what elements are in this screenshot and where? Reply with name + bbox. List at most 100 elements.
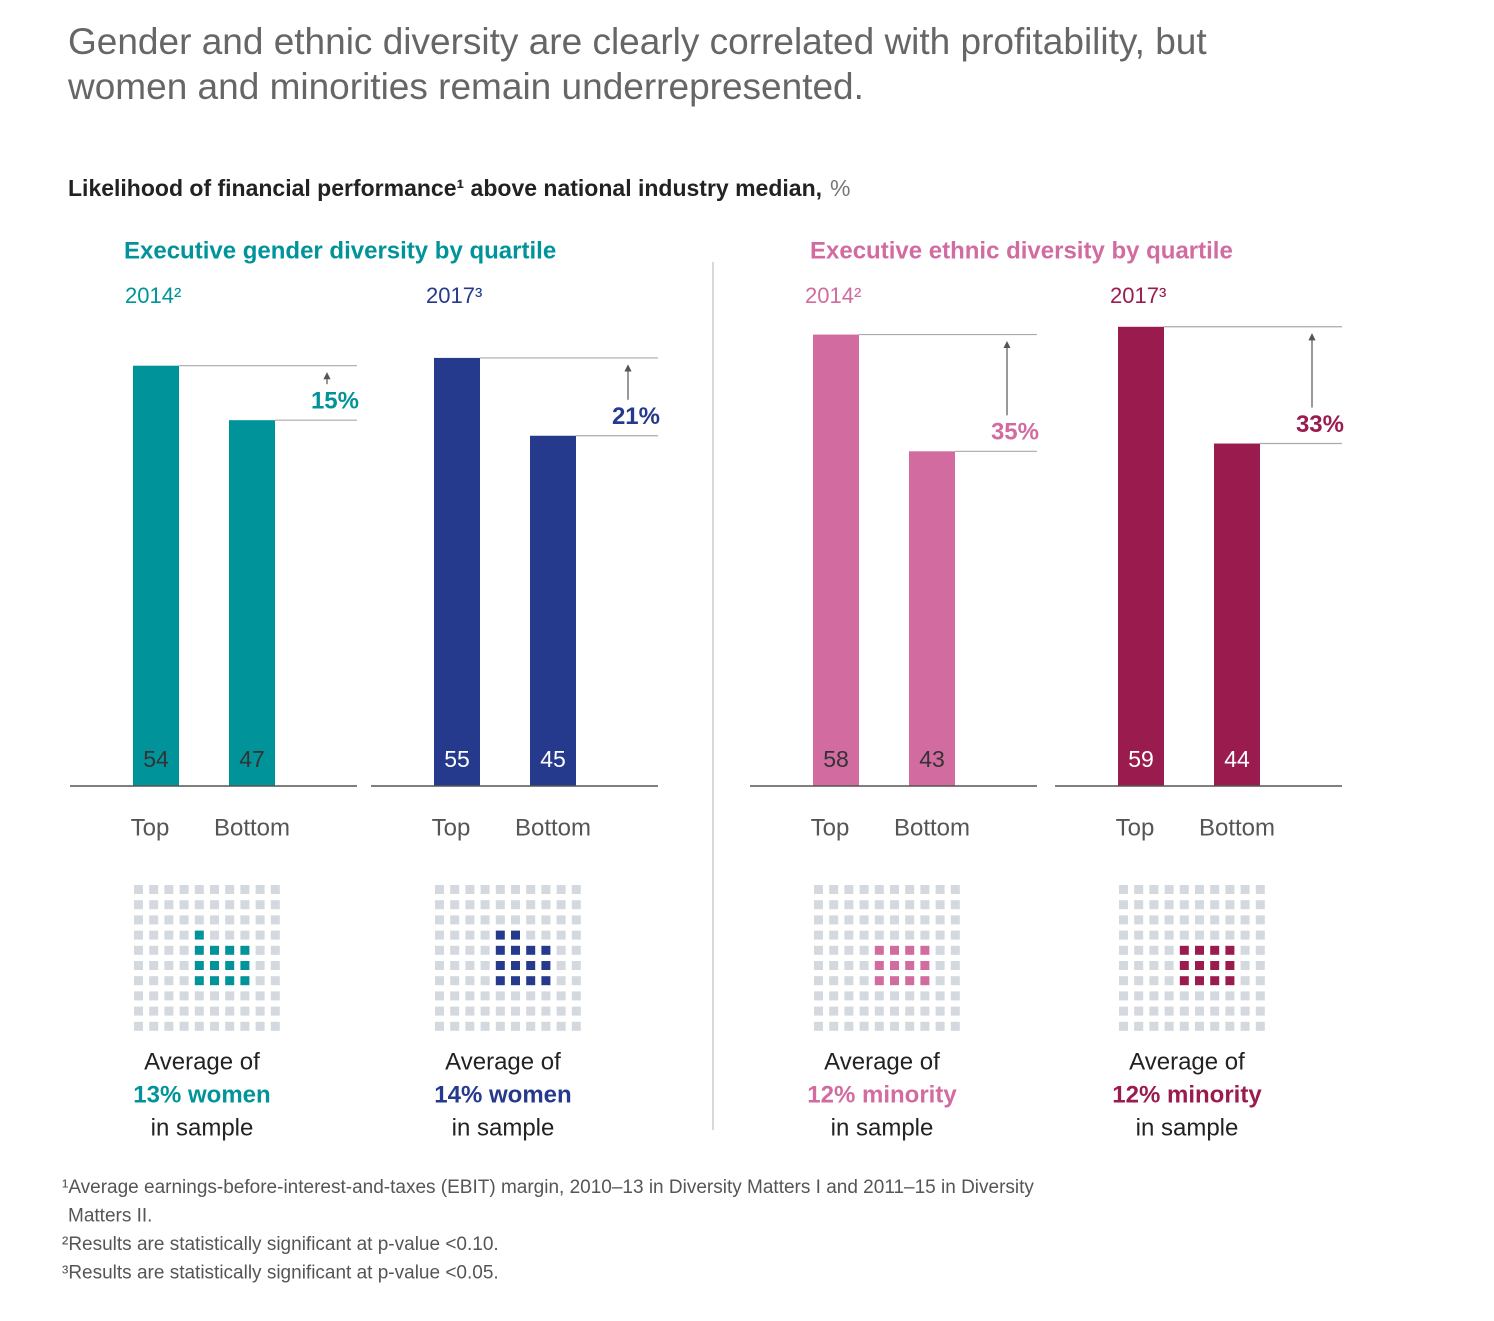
subtitle-text: Likelihood of financial performance¹ abo…: [68, 175, 822, 201]
waffle-cell: [905, 961, 915, 970]
waffle-cell: [1179, 976, 1189, 986]
waffle-bg: [556, 961, 566, 970]
waffle-cell: [225, 945, 235, 955]
waffle-bg: [814, 1021, 823, 1031]
waffle-bg: [1255, 915, 1265, 925]
waffle-bg: [829, 961, 839, 970]
sample-outro: in sample: [151, 1114, 254, 1141]
waffle-cell: [874, 976, 884, 986]
waffle-bg: [1255, 961, 1265, 970]
waffle-bg: [495, 1006, 505, 1016]
sample-label: 14% women: [434, 1081, 571, 1108]
waffle-bg: [1179, 900, 1189, 910]
waffle-bg: [179, 945, 189, 955]
waffle-bg: [255, 885, 265, 894]
waffle-bg: [511, 900, 520, 910]
waffle-bg: [526, 1006, 536, 1016]
waffle-bg: [194, 1021, 204, 1031]
waffle-bg: [541, 930, 551, 940]
waffle-bg: [495, 915, 505, 925]
waffle-bg: [935, 900, 945, 910]
waffle-cell: [890, 976, 899, 986]
waffle-bg: [134, 1006, 143, 1016]
waffle-bg: [1210, 930, 1220, 940]
waffle-bg: [1134, 945, 1144, 955]
waffle-bg: [935, 961, 945, 970]
waffle-bg: [1149, 900, 1159, 910]
chart-title: 2014²: [805, 283, 861, 308]
waffle-cell: [920, 945, 930, 955]
waffle-bg: [149, 900, 159, 910]
waffle-bg: [844, 885, 854, 894]
waffle-bg: [844, 1006, 854, 1016]
waffle-cell: [905, 945, 915, 955]
waffle-bg: [1164, 885, 1174, 894]
waffle-cell: [194, 945, 204, 955]
sample-intro: Average of: [445, 1048, 561, 1075]
waffle-bg: [450, 945, 460, 955]
waffle-bg: [210, 885, 219, 894]
waffle-bg: [450, 1006, 460, 1016]
waffle-bg: [556, 1021, 566, 1031]
waffle-bg: [255, 930, 265, 940]
waffle-bg: [859, 915, 869, 925]
waffle-bg: [950, 1006, 960, 1016]
waffle-bg: [164, 945, 174, 955]
waffle-bg: [1179, 991, 1189, 1001]
waffle-bg: [1210, 915, 1220, 925]
waffle-bg: [435, 930, 444, 940]
waffle-bg: [465, 976, 475, 986]
waffle-bg: [1210, 991, 1220, 1001]
waffle-bg: [435, 976, 444, 986]
waffle-bg: [179, 915, 189, 925]
waffle-bg: [240, 885, 250, 894]
waffle-cell: [874, 961, 884, 970]
chart-title: 2017³: [426, 283, 482, 308]
waffle-cell: [541, 961, 551, 970]
waffle-bg: [905, 1006, 915, 1016]
waffle-bg: [450, 991, 460, 1001]
waffle-bg: [1240, 961, 1250, 970]
waffle-bg: [1179, 1021, 1189, 1031]
waffle-bg: [874, 1006, 884, 1016]
waffle-bg: [1179, 885, 1189, 894]
waffle-bg: [149, 885, 159, 894]
waffle-bg: [179, 900, 189, 910]
waffle-cell: [526, 945, 536, 955]
waffle-bg: [1225, 930, 1235, 940]
waffle-bg: [134, 991, 143, 1001]
category-label: Top: [1116, 814, 1155, 841]
waffle-bg: [450, 961, 460, 970]
waffle-bg: [134, 915, 143, 925]
waffle-bg: [240, 1006, 250, 1016]
waffle-bg: [935, 976, 945, 986]
waffle-bg: [1119, 1006, 1128, 1016]
waffle-bg: [859, 1006, 869, 1016]
waffle-bg: [571, 930, 581, 940]
waffle-bg: [435, 915, 444, 925]
value-label: 45: [540, 746, 566, 772]
waffle-bg: [240, 915, 250, 925]
waffle-bg: [556, 930, 566, 940]
category-label: Top: [131, 814, 170, 841]
uplift-label: 21%: [612, 403, 660, 430]
waffle-bg: [1149, 915, 1159, 925]
waffle-bg: [859, 930, 869, 940]
waffle-cell: [240, 976, 250, 986]
waffle-bg: [1134, 930, 1144, 940]
sample-intro: Average of: [824, 1048, 940, 1075]
waffle-bg: [1119, 885, 1128, 894]
waffle-bg: [149, 930, 159, 940]
waffle-cell: [874, 945, 884, 955]
value-label: 55: [444, 746, 470, 772]
waffle-bg: [465, 1006, 475, 1016]
waffle-bg: [1119, 991, 1128, 1001]
waffle-bg: [874, 991, 884, 1001]
waffle-bg: [1164, 961, 1174, 970]
waffle-bg: [435, 885, 444, 894]
waffle-bg: [1255, 1006, 1265, 1016]
waffle-bg: [270, 961, 280, 970]
waffle-bg: [210, 900, 219, 910]
waffle-bg: [465, 991, 475, 1001]
waffle-cell: [920, 961, 930, 970]
